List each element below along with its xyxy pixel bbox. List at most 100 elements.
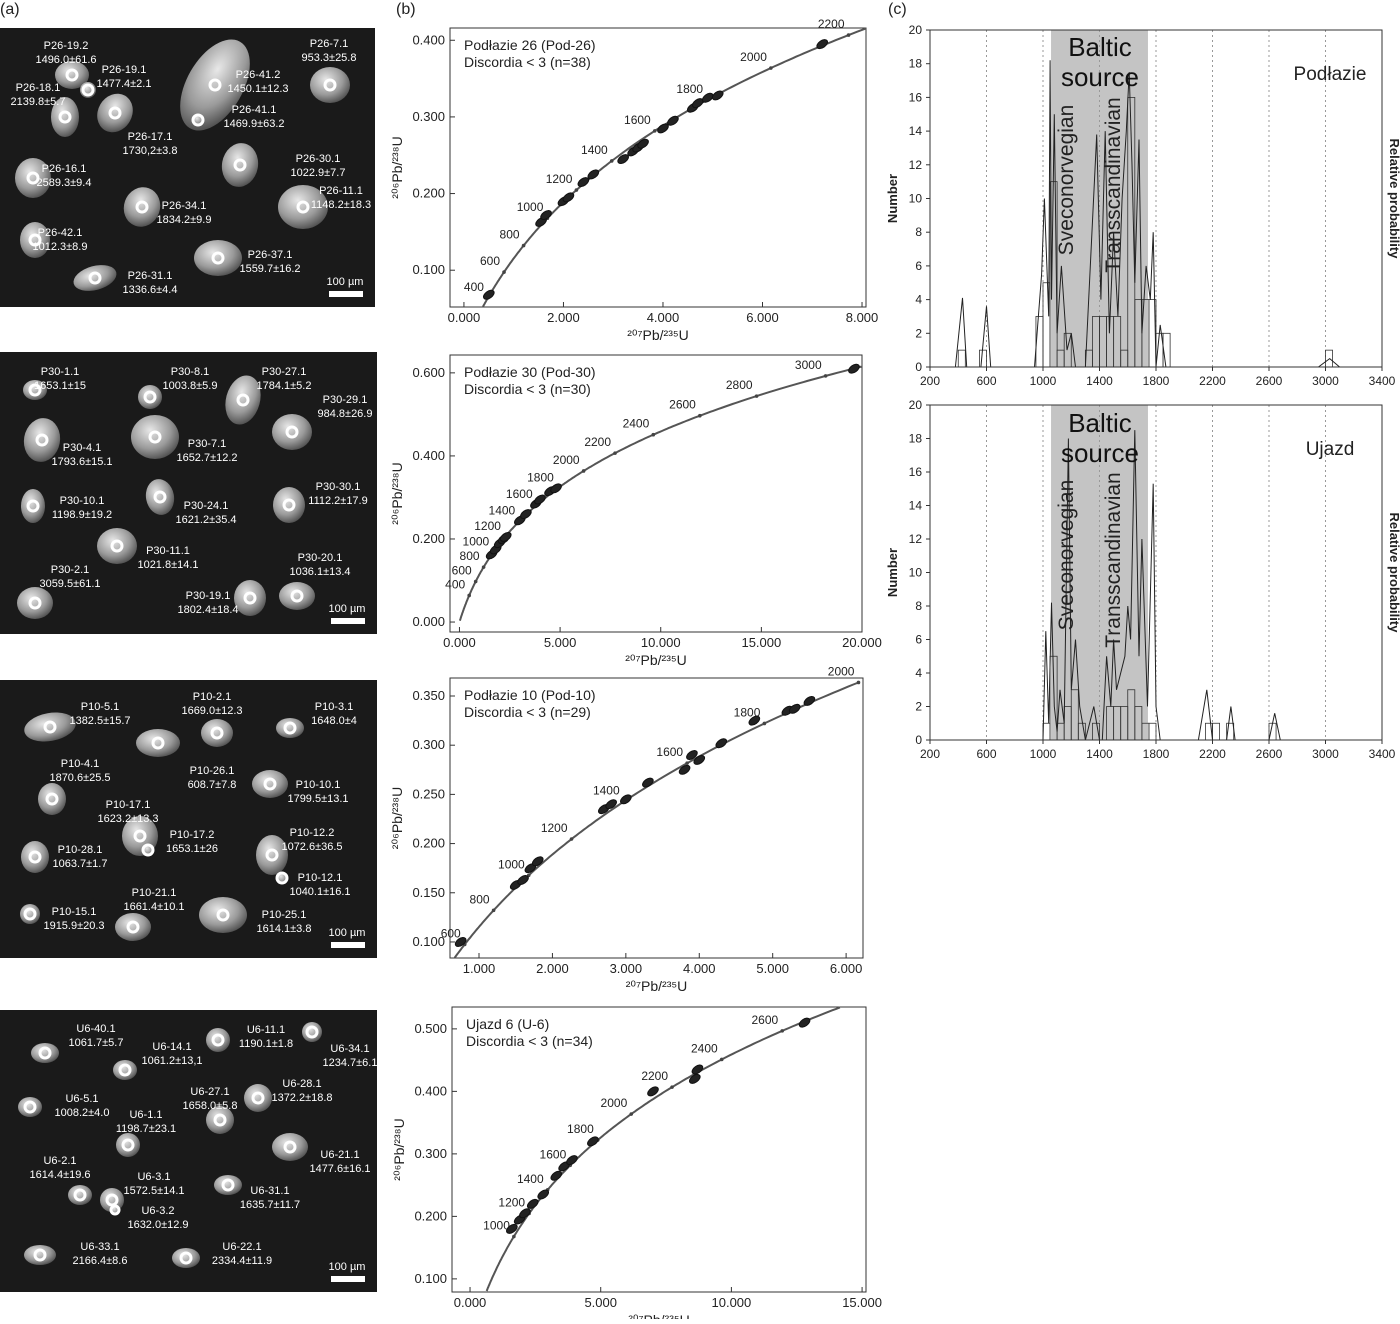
- grain-age: 1477.4±2.1: [97, 78, 152, 90]
- diagram-subtitle: Discordia < 3 (n=30): [464, 381, 591, 397]
- analysis-spot: [126, 920, 140, 934]
- age-label: 1400: [593, 784, 620, 798]
- y-tick-label: 0.400: [412, 448, 445, 463]
- grain-id: P26-16.1: [42, 163, 87, 175]
- y-tick-label: 0.400: [414, 1083, 447, 1098]
- age-label: 2000: [553, 453, 580, 467]
- age-label: 2000: [828, 664, 855, 678]
- grain-id: U6-31.1: [250, 1185, 289, 1197]
- grain-id: P10-17.2: [170, 829, 215, 841]
- age-tick: [754, 394, 759, 398]
- age-tick: [467, 593, 471, 598]
- age-tick: [629, 1112, 634, 1116]
- source-label: Baltic source: [1060, 32, 1140, 92]
- grain-age: 1614.1±3.8: [257, 923, 312, 935]
- zircon-grain: [115, 913, 151, 941]
- zircon-grain: [138, 385, 162, 409]
- analysis-spot: [141, 843, 155, 857]
- zircon-grain: [225, 375, 261, 425]
- age-tick: [491, 908, 496, 913]
- age-label: 2200: [818, 17, 845, 31]
- x-tick-label: 10.000: [712, 1295, 752, 1310]
- zircon-grain: [20, 904, 40, 924]
- analysis-ellipse: [798, 1017, 811, 1028]
- diagram-subtitle: Discordia < 3 (n=38): [464, 54, 591, 70]
- grain-id: U6-40.1: [76, 1023, 115, 1035]
- age-label: 2600: [669, 398, 696, 412]
- grain-id: U6-34.1: [330, 1043, 369, 1055]
- analysis-ellipse: [519, 1208, 531, 1219]
- x-tick-label: 5.000: [756, 961, 789, 976]
- analysis-ellipse: [620, 794, 632, 805]
- analysis-spot: [73, 1188, 87, 1202]
- grain-age: 1477.6±16.1: [309, 1163, 370, 1175]
- analysis-spot: [305, 1025, 319, 1039]
- analysis-ellipse: [506, 1223, 518, 1234]
- zircon-grain: [214, 1175, 242, 1195]
- age-label: 2400: [623, 417, 650, 431]
- y-axis-label: ²⁰⁶Pb/²³⁸U: [391, 1118, 407, 1180]
- x-tick-label: 1000: [1030, 374, 1057, 388]
- y-tick-label: 6: [915, 259, 922, 273]
- grain-id: U6-27.1: [190, 1086, 229, 1098]
- grain-age: 1572.5±14.1: [123, 1185, 184, 1197]
- x-axis-label: ²⁰⁷Pb/²³⁵U: [626, 978, 688, 994]
- concordia-curve: [482, 27, 867, 308]
- y-axis-label: ²⁰⁶Pb/²³⁸U: [389, 136, 405, 198]
- zircon-grain: [302, 1022, 322, 1042]
- grain-age: 1336.6±4.4: [123, 284, 178, 296]
- grain-age: 1040.1±16.1: [289, 886, 350, 898]
- analysis-spot: [216, 908, 230, 922]
- grain-age: 3059.5±61.1: [39, 578, 100, 590]
- age-tick: [856, 680, 861, 685]
- panel-label: (b): [396, 1, 416, 18]
- analysis-spot: [26, 171, 40, 185]
- grain-id: P30-19.1: [186, 590, 231, 602]
- y-axis-label: Number: [885, 174, 900, 223]
- y-tick-label: 0.100: [412, 934, 445, 949]
- analysis-spot: [109, 1204, 121, 1216]
- grain-age: 1190.1±1.8: [239, 1038, 293, 1050]
- y-tick-label: 12: [909, 532, 923, 546]
- grain-id: P30-24.1: [184, 500, 229, 512]
- x-axis-label: ²⁰⁷Pb/²³⁵U: [625, 652, 687, 668]
- grain-id: U6-5.1: [65, 1093, 98, 1105]
- analysis-ellipse: [550, 483, 562, 494]
- age-tick: [481, 565, 486, 569]
- concordia-curve: [453, 681, 859, 959]
- age-label: 2000: [601, 1096, 628, 1110]
- age-tick: [823, 374, 828, 378]
- age-label: 800: [500, 228, 520, 242]
- grain-id: U6-22.1: [222, 1241, 261, 1253]
- grain-id: P10-25.1: [262, 909, 307, 921]
- analysis-ellipse: [587, 1136, 599, 1147]
- scale-bar: [329, 291, 363, 297]
- analysis-spot: [285, 425, 299, 439]
- grain-id: P10-2.1: [193, 691, 232, 703]
- age-tick: [609, 159, 614, 163]
- grain-id: P30-10.1: [60, 495, 105, 507]
- grain-age: 1372.2±18.8: [271, 1092, 332, 1104]
- x-tick-label: 0.000: [443, 635, 476, 650]
- age-tick: [574, 188, 579, 192]
- zircon-grain: [20, 222, 50, 258]
- analysis-spot: [211, 251, 225, 265]
- x-tick-label: 0.000: [448, 310, 481, 325]
- y-tick-label: 12: [909, 158, 923, 172]
- age-label: 1200: [474, 519, 501, 533]
- analysis-spot: [151, 736, 165, 750]
- age-label: 1400: [581, 143, 608, 157]
- zircon-grain: [145, 479, 175, 515]
- diagram-subtitle: Discordia < 3 (n=29): [464, 704, 591, 720]
- y-tick-label: 4: [915, 666, 922, 680]
- analysis-ellipse: [678, 764, 691, 775]
- y-tick-label: 0.350: [412, 688, 445, 703]
- analysis-spot: [23, 907, 37, 921]
- grain-id: P10-10.1: [296, 779, 341, 791]
- analysis-ellipse: [788, 703, 801, 714]
- age-label: 1400: [517, 1172, 544, 1186]
- grain-id: P10-28.1: [58, 844, 103, 856]
- analysis-spot: [43, 720, 57, 734]
- grain-id: P30-20.1: [298, 552, 343, 564]
